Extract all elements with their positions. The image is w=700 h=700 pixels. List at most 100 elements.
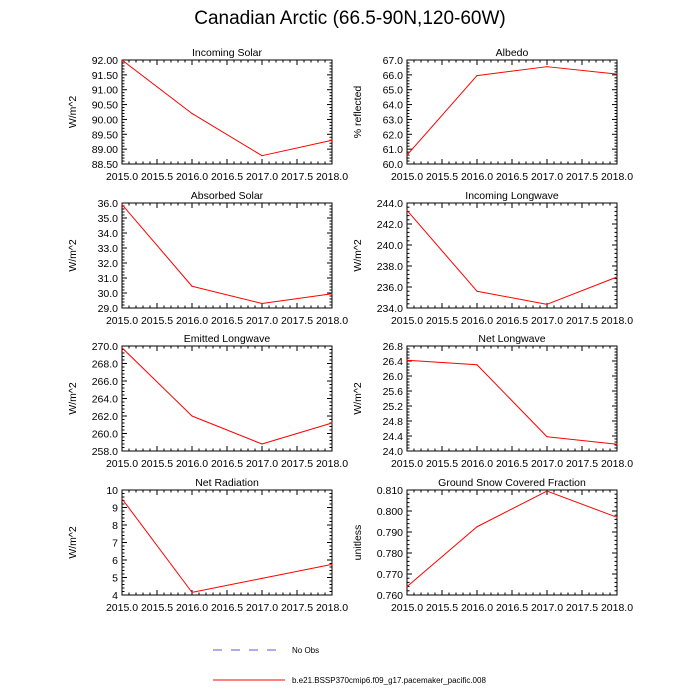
y-tick-label: 89.00 xyxy=(92,144,118,156)
y-axis-label: W/m^2 xyxy=(352,239,364,272)
y-tick-label: 30.0 xyxy=(98,288,119,300)
data-point xyxy=(476,75,478,77)
data-point xyxy=(546,303,548,305)
x-tick-label: 2015.5 xyxy=(426,315,458,327)
x-tick-label: 2015.5 xyxy=(141,171,173,183)
y-tick-label: 90.50 xyxy=(92,100,118,112)
x-tick-label: 2018.0 xyxy=(316,315,348,327)
plot-frame xyxy=(406,345,618,452)
x-tick-label: 2015.0 xyxy=(391,458,423,470)
data-point xyxy=(121,347,123,349)
y-tick-label: 242.0 xyxy=(377,219,403,231)
y-tick-label: 26.4 xyxy=(383,356,404,368)
data-point xyxy=(406,359,408,361)
x-tick-label: 2016.0 xyxy=(461,315,493,327)
panel-6: 2015.0 2015.5 2016.0 2016.5 2017.0 2017.5 2018… xyxy=(352,333,633,470)
data-point xyxy=(121,203,123,206)
y-tick-label: 35.0 xyxy=(98,213,119,225)
panel-title: Absorbed Solar xyxy=(191,190,264,202)
data-point xyxy=(406,586,408,588)
y-tick-label: 24.0 xyxy=(383,446,404,458)
y-tick-label: 66.0 xyxy=(383,70,404,82)
x-tick-label: 2017.5 xyxy=(566,315,598,327)
y-axis-label: % reflected xyxy=(352,86,364,139)
series-line-segment xyxy=(406,210,478,292)
y-tick-label: 238.0 xyxy=(377,261,403,273)
y-tick-label: 34.0 xyxy=(98,228,119,240)
y-axis-label: W/m^2 xyxy=(67,526,79,559)
x-tick-label: 2017.5 xyxy=(281,602,313,614)
y-tick-label: 25.2 xyxy=(383,401,404,413)
y-axis-label: W/m^2 xyxy=(352,382,364,415)
panel-title: Albedo xyxy=(496,47,529,59)
x-tick-label: 2017.0 xyxy=(246,458,278,470)
data-point xyxy=(191,415,193,417)
x-tick-label: 2016.0 xyxy=(461,458,493,470)
y-tick-label: 92.00 xyxy=(92,55,118,67)
panel-title: Net Radiation xyxy=(195,477,259,489)
panel-5: 2015.0 2015.5 2016.0 2016.5 2017.0 2017.5 2018… xyxy=(67,333,348,470)
series-line-segment xyxy=(546,436,618,445)
panel-1: 2015.0 2015.5 2016.0 2016.5 2017.0 2017.5 2018… xyxy=(67,47,348,183)
plot-frame xyxy=(121,59,333,165)
data-point xyxy=(261,443,263,445)
legend: No Obs b.e21.BSSP370cmip6.f09_g17.pacemak… xyxy=(213,646,486,685)
panel-7: 2015.0 2015.5 2016.0 2016.5 2017.0 2017.5 2018… xyxy=(67,477,348,614)
x-tick-label: 2017.5 xyxy=(566,171,598,183)
x-tick-label: 2015.5 xyxy=(426,602,458,614)
panel-title: Emitted Longwave xyxy=(184,333,271,345)
y-tick-label: 240.0 xyxy=(377,240,403,252)
series-line-segment xyxy=(476,66,548,77)
x-tick-label: 2015.5 xyxy=(141,602,173,614)
x-tick-label: 2017.5 xyxy=(566,602,598,614)
series-line-segment xyxy=(546,66,618,75)
data-point xyxy=(121,498,123,500)
x-tick-label: 2017.5 xyxy=(566,458,598,470)
series-line-segment xyxy=(261,139,333,157)
data-point xyxy=(616,73,618,75)
y-tick-label: 0.780 xyxy=(377,548,403,560)
x-tick-label: 2015.0 xyxy=(391,171,423,183)
x-tick-label: 2016.5 xyxy=(496,315,528,327)
series-line-segment xyxy=(191,113,263,157)
data-point xyxy=(191,112,193,115)
plot-frame xyxy=(406,59,618,165)
x-tick-label: 2018.0 xyxy=(601,171,633,183)
data-point xyxy=(331,422,333,424)
y-tick-label: 26.8 xyxy=(383,341,404,353)
plot-frame xyxy=(121,345,333,452)
panel-3: 2015.0 2015.5 2016.0 2016.5 2017.0 2017.5 2018… xyxy=(67,190,348,327)
y-tick-label: 91.00 xyxy=(92,85,118,97)
series-line-segment xyxy=(121,59,193,114)
x-tick-label: 2017.0 xyxy=(531,171,563,183)
x-tick-label: 2017.0 xyxy=(246,315,278,327)
y-tick-label: 244.0 xyxy=(377,198,403,210)
y-tick-label: 90.00 xyxy=(92,114,118,126)
series-line-segment xyxy=(406,359,478,366)
series-line-segment xyxy=(406,526,478,587)
series-line-segment xyxy=(406,75,478,156)
x-tick-label: 2015.0 xyxy=(106,602,138,614)
data-point xyxy=(546,436,548,438)
y-tick-label: 36.0 xyxy=(98,198,119,210)
y-tick-label: 25.6 xyxy=(383,386,404,398)
x-tick-label: 2017.0 xyxy=(246,171,278,183)
x-tick-label: 2015.0 xyxy=(106,171,138,183)
y-tick-label: 268.0 xyxy=(92,359,118,371)
panel-2: 2015.0 2015.5 2016.0 2016.5 2017.0 2017.5 2018… xyxy=(352,47,633,183)
y-tick-label: 0.770 xyxy=(377,569,403,581)
x-tick-label: 2015.5 xyxy=(141,458,173,470)
y-tick-label: 10 xyxy=(106,485,118,497)
x-tick-label: 2017.5 xyxy=(281,171,313,183)
x-tick-label: 2016.5 xyxy=(211,315,243,327)
y-tick-label: 67.0 xyxy=(383,55,404,67)
y-tick-label: 61.0 xyxy=(383,144,404,156)
series-line-segment xyxy=(191,577,263,593)
data-point xyxy=(476,526,478,528)
x-tick-label: 2015.5 xyxy=(141,315,173,327)
x-tick-label: 2016.0 xyxy=(176,171,208,183)
x-tick-label: 2018.0 xyxy=(316,171,348,183)
x-tick-label: 2015.5 xyxy=(426,171,458,183)
y-axis-label: W/m^2 xyxy=(67,382,79,415)
